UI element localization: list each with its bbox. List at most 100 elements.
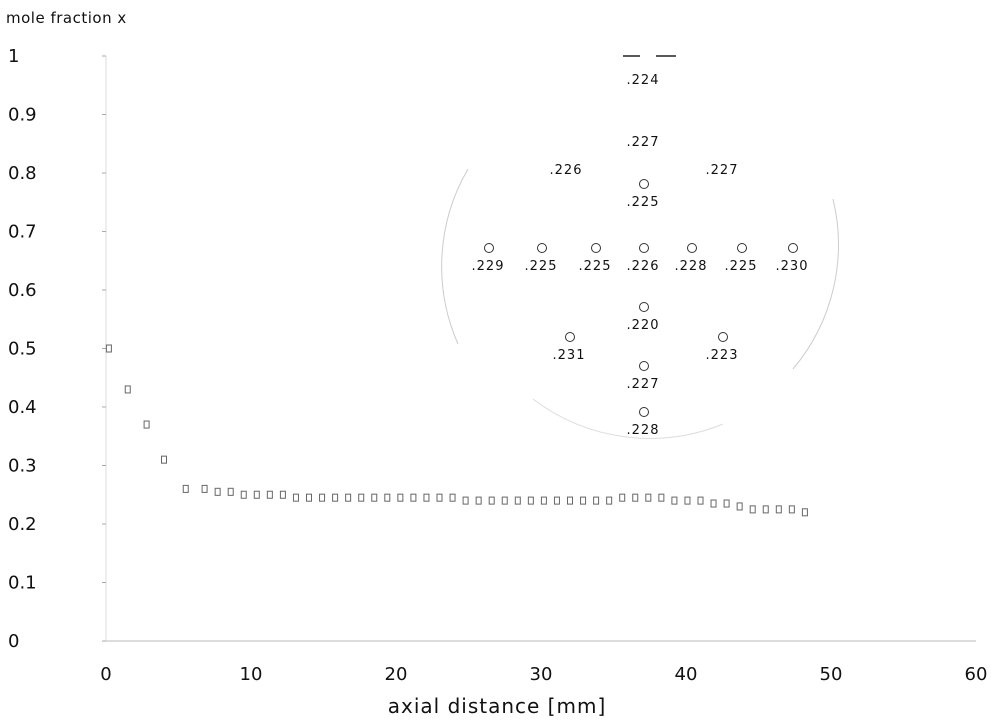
- y-tick-label: 0.1: [8, 573, 37, 594]
- error-bar: [749, 505, 756, 514]
- data-point: [775, 505, 782, 514]
- y-tick-label: 0.6: [8, 280, 37, 301]
- error-bar: [527, 496, 534, 505]
- data-point: [182, 484, 189, 493]
- data-point: [423, 493, 430, 502]
- data-point: [240, 490, 247, 499]
- error-bar: [227, 487, 234, 496]
- error-bar: [514, 496, 521, 505]
- inset-value-label: .225: [725, 259, 758, 274]
- inset-marker-circle: [484, 243, 494, 253]
- data-point: [253, 490, 260, 499]
- error-bar: [658, 493, 665, 502]
- x-tick-label: 60: [965, 664, 988, 685]
- error-bar: [182, 484, 189, 493]
- y-tick-label: 0.3: [8, 456, 37, 477]
- error-bar: [462, 496, 469, 505]
- inset-value-label: .230: [776, 259, 809, 274]
- inset-marker-circle: [737, 243, 747, 253]
- y-axis-label: mole fraction x: [6, 9, 127, 27]
- inset-circle-bottom: [532, 398, 724, 439]
- data-point: [306, 493, 312, 502]
- error-bar: [143, 420, 150, 429]
- inset-marker-circle: [639, 361, 649, 371]
- data-point: [540, 496, 547, 505]
- y-tick-label: 0.2: [8, 514, 37, 535]
- y-tick-label: 0.8: [8, 163, 37, 184]
- error-bar: [775, 505, 782, 514]
- error-bar: [540, 496, 547, 505]
- data-point: [801, 508, 808, 517]
- x-tick-label: 50: [820, 664, 843, 685]
- error-bar: [436, 493, 443, 502]
- y-tick-label: 0.7: [8, 222, 37, 243]
- inset-value-label: .228: [627, 423, 660, 438]
- inset-marker-circle: [591, 243, 601, 253]
- error-bar: [161, 455, 167, 464]
- inset-circle-left: [441, 168, 469, 345]
- data-point: [319, 493, 326, 502]
- error-bar: [266, 490, 273, 499]
- inset-value-label: .226: [627, 259, 660, 274]
- x-tick-label: 10: [240, 664, 263, 685]
- data-point: [227, 487, 234, 496]
- error-bar: [279, 490, 286, 499]
- inset-value-label: .225: [579, 259, 612, 274]
- data-point: [279, 490, 286, 499]
- error-bar: [723, 499, 730, 508]
- inset-marker-circle: [687, 243, 697, 253]
- error-bar: [319, 493, 326, 502]
- data-point: [501, 496, 508, 505]
- error-bar: [449, 493, 456, 502]
- inset-value-label: .223: [706, 348, 739, 363]
- error-bar: [788, 505, 795, 514]
- error-bar: [762, 505, 769, 514]
- error-bar: [124, 385, 131, 394]
- inset-marker-circle: [639, 179, 649, 189]
- data-point: [567, 496, 573, 505]
- error-bar: [214, 487, 221, 496]
- inset-value-label: .225: [627, 195, 660, 210]
- data-point: [161, 455, 167, 464]
- data-point: [292, 493, 299, 502]
- data-point: [632, 493, 639, 502]
- inset-value-label: .220: [627, 318, 660, 333]
- data-point: [371, 493, 378, 502]
- data-marks: [105, 344, 808, 517]
- inset-value-label: .227: [706, 163, 739, 178]
- error-bar: [593, 496, 600, 505]
- data-point: [527, 496, 534, 505]
- data-point: [697, 496, 704, 505]
- data-point: [619, 493, 626, 502]
- error-bar: [306, 493, 312, 502]
- data-point: [124, 385, 131, 394]
- error-bar: [619, 493, 626, 502]
- error-bar: [201, 484, 208, 493]
- y-tick-labels: 0 0.1 0.2 0.3 0.4 0.5 0.6 0.7 0.8 0.9 1: [8, 46, 106, 652]
- error-bar: [801, 508, 808, 517]
- y-tick-label: 1: [8, 46, 19, 67]
- data-point: [749, 505, 756, 514]
- data-point: [671, 496, 678, 505]
- error-bar: [671, 496, 678, 505]
- data-point: [736, 502, 743, 511]
- x-axis-label: axial distance [mm]: [387, 694, 607, 718]
- error-bar: [710, 499, 717, 508]
- error-bar: [736, 502, 743, 511]
- inset-marker-circle: [537, 243, 547, 253]
- error-bar: [240, 490, 247, 499]
- error-bar: [475, 496, 482, 505]
- data-point: [436, 493, 443, 502]
- data-point: [201, 484, 208, 493]
- data-point: [788, 505, 795, 514]
- inset-marker-circle: [718, 332, 728, 342]
- error-bar: [384, 493, 391, 502]
- inset-marker-circle: [565, 332, 575, 342]
- x-tick-label: 30: [530, 664, 553, 685]
- data-point: [143, 420, 150, 429]
- error-bar: [567, 496, 573, 505]
- data-point: [593, 496, 600, 505]
- error-bar: [410, 493, 417, 502]
- data-point: [384, 493, 391, 502]
- inset-value-label: .227: [627, 377, 660, 392]
